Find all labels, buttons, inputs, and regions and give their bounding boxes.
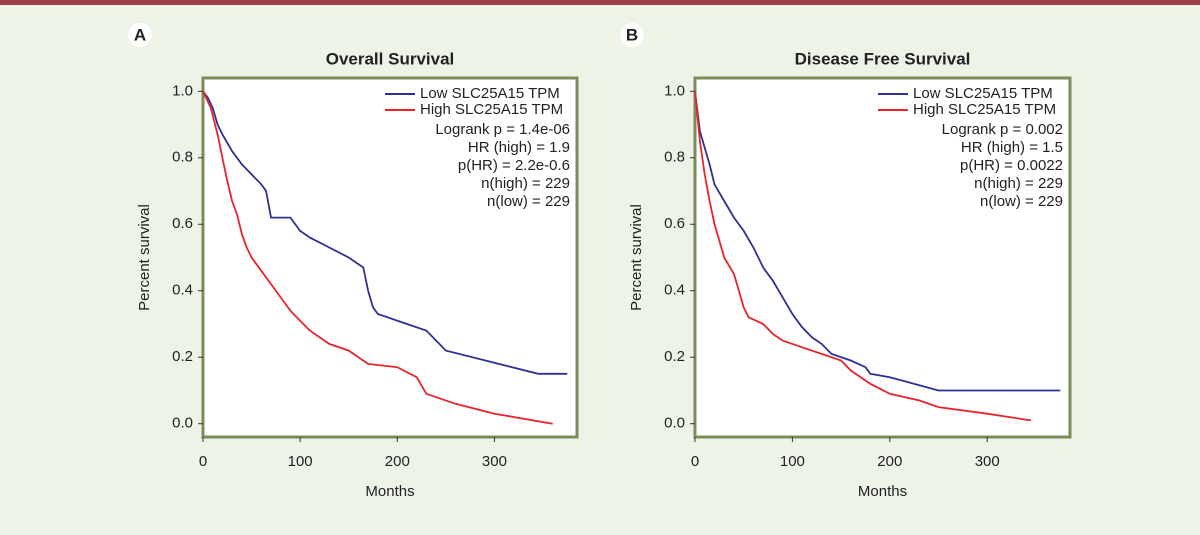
plot-area — [201, 76, 579, 439]
top-bar — [0, 0, 1200, 5]
x-axis-label: Months — [365, 483, 414, 500]
panel-badge — [620, 23, 644, 47]
survival-curve — [694, 91, 1032, 422]
x-tick-label: 100 — [288, 453, 313, 470]
y-tick-label: 0.6 — [172, 215, 193, 232]
x-tick-label: 100 — [780, 453, 805, 470]
y-tick-label: 0.4 — [664, 282, 685, 299]
chart-title: Overall Survival — [326, 49, 455, 68]
y-tick-label: 0.0 — [664, 415, 685, 432]
panel-label: A — [134, 25, 146, 44]
legend-label: High SLC25A15 TPM — [420, 101, 563, 118]
survival-curve — [202, 90, 568, 375]
x-tick-label: 0 — [199, 453, 207, 470]
y-tick-label: 1.0 — [172, 82, 193, 99]
y-tick-label: 0.2 — [664, 348, 685, 365]
chart-title: Disease Free Survival — [795, 49, 971, 68]
y-axis-label: Percent survival — [628, 204, 645, 311]
y-tick-label: 0.8 — [172, 149, 193, 166]
annotation: HR (high) = 1.9 — [468, 139, 570, 156]
annotation: n(low) = 229 — [487, 193, 570, 210]
annotation: n(high) = 229 — [974, 175, 1063, 192]
x-tick-label: 300 — [975, 453, 1000, 470]
x-axis-label: Months — [858, 483, 907, 500]
x-tick-label: 200 — [877, 453, 902, 470]
survival-curve — [694, 91, 1061, 392]
y-tick-label: 0.4 — [172, 282, 193, 299]
annotation: p(HR) = 0.0022 — [960, 157, 1063, 174]
x-tick-label: 0 — [691, 453, 699, 470]
y-tick-label: 0.6 — [664, 215, 685, 232]
y-tick-label: 1.0 — [664, 82, 685, 99]
y-tick-label: 0.0 — [172, 415, 193, 432]
legend-label: Low SLC25A15 TPM — [913, 85, 1053, 102]
panel-badge — [128, 23, 152, 47]
annotation: n(low) = 229 — [980, 193, 1063, 210]
annotation: p(HR) = 2.2e-0.6 — [458, 157, 570, 174]
x-tick-label: 200 — [385, 453, 410, 470]
y-axis-label: Percent survival — [136, 204, 153, 311]
legend-label: Low SLC25A15 TPM — [420, 85, 560, 102]
annotation: Logrank p = 0.002 — [942, 121, 1063, 138]
panel-label: B — [626, 25, 638, 44]
legend-label: High SLC25A15 TPM — [913, 101, 1056, 118]
annotation: n(high) = 229 — [481, 175, 570, 192]
y-tick-label: 0.8 — [664, 149, 685, 166]
y-tick-label: 0.2 — [172, 348, 193, 365]
annotation: Logrank p = 1.4e-06 — [435, 121, 570, 138]
x-tick-label: 300 — [482, 453, 507, 470]
annotation: HR (high) = 1.5 — [961, 139, 1063, 156]
survival-curve — [202, 90, 553, 425]
